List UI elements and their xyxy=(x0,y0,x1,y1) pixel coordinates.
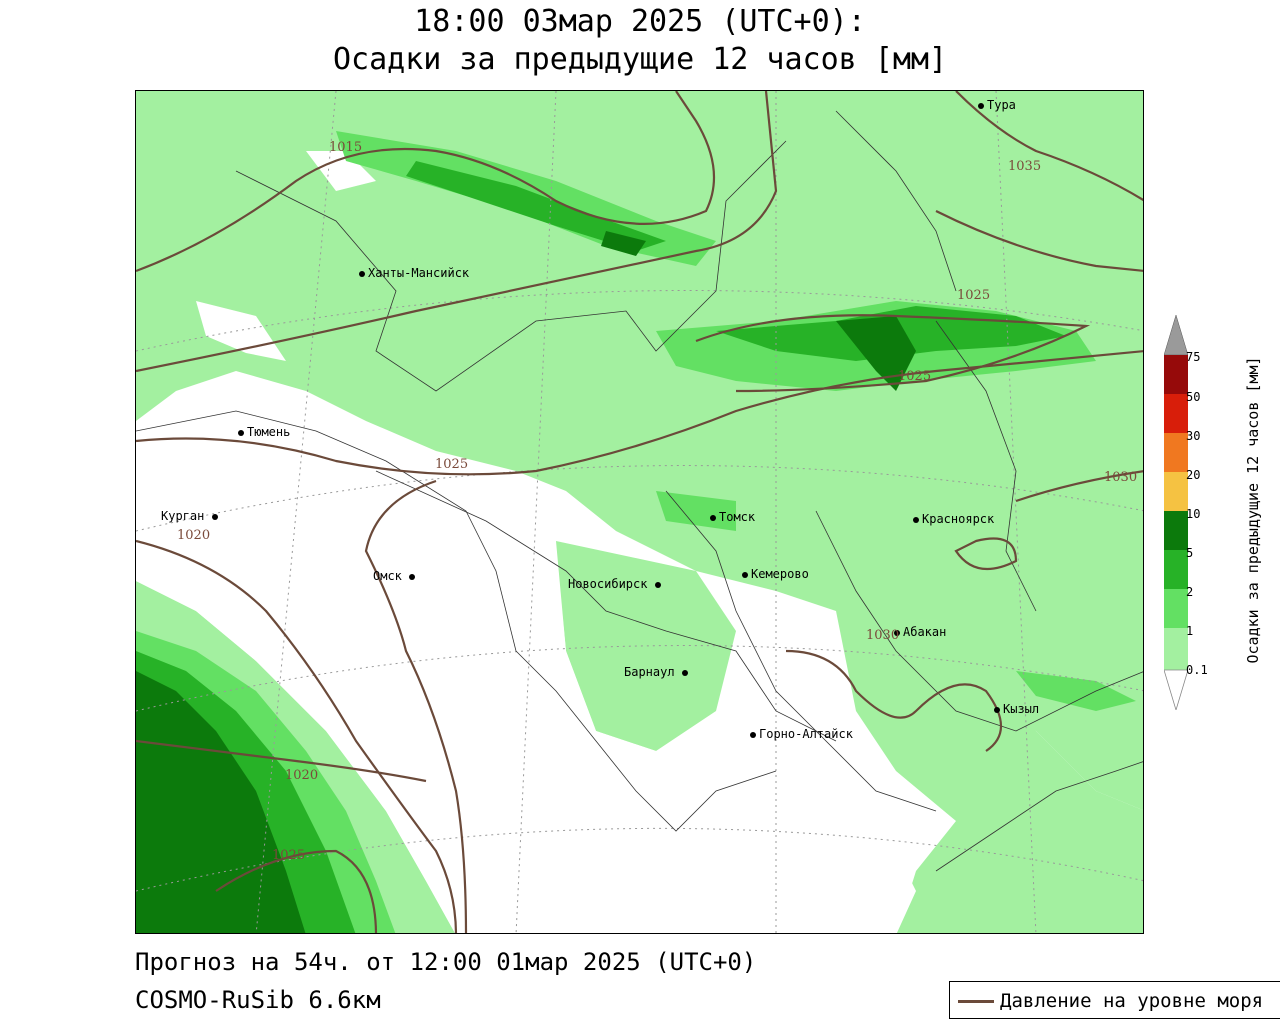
colorbar-tick: 75 xyxy=(1186,350,1201,364)
city-label: Кемерово xyxy=(742,567,809,581)
map-canvas xyxy=(136,91,1143,933)
precip-layer-darkest xyxy=(136,231,916,933)
city-name: Красноярск xyxy=(922,512,995,526)
colorbar-tick: 20 xyxy=(1186,468,1201,482)
precipitation-map: Тура Ханты-Мансийск Тюмень Курган Омск Т… xyxy=(135,90,1144,934)
map-title: 18:00 03мар 2025 (UTC+0): xyxy=(414,4,866,39)
city-label: Томск xyxy=(710,510,755,524)
colorbar-tick: 30 xyxy=(1186,429,1201,443)
city-name: Абакан xyxy=(903,625,947,639)
city-name: Ханты-Мансийск xyxy=(368,266,470,280)
city-label: Абакан xyxy=(894,625,946,639)
colorbar-tick: 50 xyxy=(1186,390,1201,404)
city-name: Тура xyxy=(987,98,1016,112)
colorbar-tick: 2 xyxy=(1186,585,1194,599)
city-name: Тюмень xyxy=(247,425,291,439)
city-label: Курган xyxy=(161,509,221,523)
isobar-label: 1025 xyxy=(272,848,306,863)
forecast-info: Прогноз на 54ч. от 12:00 01мар 2025 (UTC… xyxy=(135,948,757,976)
isobar-label: 1030 xyxy=(1104,470,1138,485)
city-name: Новосибирск xyxy=(568,577,648,591)
city-marker xyxy=(742,571,748,578)
isobar-label: 1025 xyxy=(435,457,469,472)
isobar-label: 1020 xyxy=(285,768,319,783)
map-subtitle: Осадки за предыдущие 12 часов [мм] xyxy=(332,42,948,77)
city-name: Омск xyxy=(373,569,402,583)
isobar-legend: Давление на уровне моря xyxy=(949,981,1280,1019)
city-label: Тура xyxy=(978,98,1016,112)
isobar-label: 1035 xyxy=(1008,159,1042,174)
isobar-legend-label: Давление на уровне моря xyxy=(1000,990,1264,1012)
colorbar-tick: 5 xyxy=(1186,546,1194,560)
city-marker xyxy=(409,573,416,580)
city-marker xyxy=(681,669,688,676)
city-label: Ханты-Мансийск xyxy=(359,266,469,280)
model-name: COSMO-RuSib 6.6км xyxy=(135,986,381,1014)
city-marker xyxy=(238,429,244,436)
city-marker xyxy=(994,706,1000,713)
colorbar-tick: 0.1 xyxy=(1186,663,1208,677)
city-name: Кызыл xyxy=(1003,702,1040,716)
precip-gaps xyxy=(136,151,916,933)
city-name: Кемерово xyxy=(751,567,809,581)
isobar-legend-line xyxy=(958,1000,994,1003)
city-label: Горно-Алтайск xyxy=(750,727,853,741)
city-label: Омск xyxy=(373,569,418,583)
city-name: Барнаул xyxy=(624,665,675,679)
city-marker xyxy=(710,514,716,521)
isobars xyxy=(136,91,1143,933)
colorbar-title: Осадки за предыдущие 12 часов [мм] xyxy=(1244,356,1262,664)
city-label: Тюмень xyxy=(238,425,290,439)
city-marker xyxy=(978,102,984,109)
colorbar-tick: 10 xyxy=(1186,507,1201,521)
city-label: Кызыл xyxy=(994,702,1039,716)
city-marker xyxy=(913,516,919,523)
city-marker xyxy=(750,731,756,738)
isobar-label: 1015 xyxy=(329,140,363,155)
city-name: Курган xyxy=(161,509,205,523)
graticule xyxy=(136,91,1143,933)
city-label: Барнаул xyxy=(624,665,691,679)
city-marker xyxy=(654,581,661,588)
isobar-label: 1020 xyxy=(177,528,211,543)
isobar-label: 1025 xyxy=(898,369,932,384)
city-label: Новосибирск xyxy=(568,577,664,591)
city-name: Томск xyxy=(719,510,756,524)
precip-colorbar xyxy=(1164,315,1188,710)
city-marker xyxy=(894,629,900,636)
isobar-label: 1025 xyxy=(957,288,991,303)
colorbar-tick: 1 xyxy=(1186,624,1194,638)
city-marker xyxy=(359,270,365,277)
isobar-label: 1030 xyxy=(866,628,900,643)
city-marker xyxy=(211,513,218,520)
city-name: Горно-Алтайск xyxy=(759,727,853,741)
city-label: Красноярск xyxy=(913,512,994,526)
